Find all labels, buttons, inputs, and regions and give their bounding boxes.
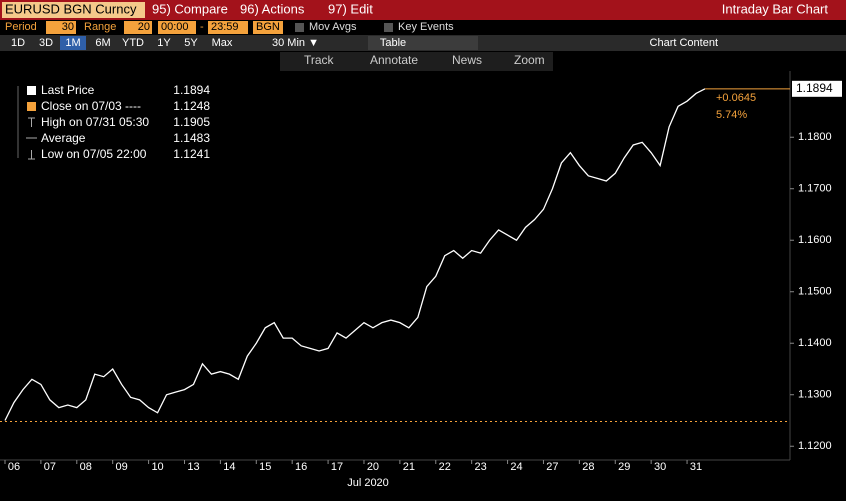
y-tick-label: 1.1400 — [798, 337, 832, 349]
edit[interactable]: 97) Edit — [328, 1, 373, 16]
legend-value: 1.1248 — [173, 99, 210, 113]
range-button[interactable]: YTD — [122, 37, 144, 49]
x-tick-label: 22 — [439, 461, 451, 473]
end[interactable]: 23:59 — [211, 21, 239, 33]
last-price-label: 1.1894 — [796, 81, 833, 95]
source[interactable]: BGN — [256, 21, 280, 33]
x-tick-label: 06 — [8, 461, 20, 473]
x-tick-label: 07 — [44, 461, 56, 473]
legend-label: Low on 07/05 22:00 — [41, 147, 147, 161]
x-tick-label: 14 — [223, 461, 235, 473]
x-tick-label: 08 — [80, 461, 92, 473]
legend-value: 1.1894 — [173, 83, 210, 97]
input[interactable] — [46, 21, 76, 34]
legend-value: 1.1483 — [173, 131, 210, 145]
last-price-box — [792, 80, 842, 97]
period[interactable]: 30 — [62, 21, 74, 33]
input[interactable] — [124, 21, 152, 34]
x-tick-label: 20 — [367, 461, 379, 473]
range-label: Range — [84, 21, 116, 33]
tool-button[interactable]: Annotate — [370, 53, 418, 67]
x-tick-label: 31 — [690, 461, 702, 473]
tool-button[interactable]: Track — [304, 53, 335, 67]
x-tick-label: 13 — [187, 461, 199, 473]
security-box[interactable] — [2, 2, 145, 18]
legend-icon — [28, 150, 35, 160]
security[interactable]: EURUSD BGN Curncy — [5, 1, 137, 16]
tool-bar — [280, 52, 553, 71]
x-tick-label: 21 — [403, 461, 415, 473]
legend-icon — [28, 117, 35, 127]
legend-label: Average — [41, 131, 86, 145]
price-line — [4, 88, 706, 421]
checkbox[interactable] — [295, 23, 304, 32]
legend-label: High on 07/31 05:30 — [41, 115, 149, 129]
y-tick-label: 1.1700 — [798, 183, 832, 195]
x-tick-label: 29 — [618, 461, 630, 473]
window-title: Intraday Bar Chart — [722, 1, 829, 16]
tool-button[interactable]: News — [452, 53, 482, 67]
x-tick-label: 16 — [295, 461, 307, 473]
x-tick-label: 09 — [116, 461, 128, 473]
input[interactable] — [158, 21, 196, 34]
table[interactable]: Table — [380, 37, 406, 49]
range-button[interactable]: Max — [212, 37, 233, 49]
y-tick-label: 1.1800 — [798, 131, 832, 143]
change: +0.0645 — [716, 92, 756, 104]
range-button[interactable]: 1Y — [157, 37, 171, 49]
legend-label: Close on 07/03 ---- — [41, 99, 141, 113]
y-tick-label: 1.1300 — [798, 389, 832, 401]
legend-value: 1.1241 — [173, 147, 210, 161]
legend-label: Last Price — [41, 83, 95, 97]
range-button[interactable]: 6M — [95, 37, 110, 49]
period-label: Period — [5, 21, 37, 33]
y-tick-label: 1.1200 — [798, 440, 832, 452]
title-bar — [0, 0, 846, 20]
mov-avgs[interactable]: Mov Avgs — [309, 21, 357, 33]
x-axis-label: Jul 2020 — [347, 477, 389, 489]
input[interactable] — [208, 21, 248, 34]
range[interactable]: 20 — [138, 21, 150, 33]
range-button[interactable]: 5Y — [184, 37, 198, 49]
table-button[interactable] — [368, 36, 478, 50]
change-pct: 5.74% — [716, 109, 747, 121]
range-button[interactable]: 1D — [11, 37, 25, 49]
start[interactable]: 00:00 — [161, 21, 189, 33]
dash: - — [200, 21, 204, 33]
x-tick-label: 27 — [546, 461, 558, 473]
legend-swatch — [27, 86, 36, 95]
interval[interactable]: 30 Min ▼ — [272, 37, 319, 49]
key-events[interactable]: Key Events — [398, 21, 454, 33]
y-tick-label: 1.1600 — [798, 234, 832, 246]
x-tick-label: 17 — [331, 461, 343, 473]
actions[interactable]: 96) Actions — [240, 1, 305, 16]
x-tick-label: 30 — [654, 461, 666, 473]
y-tick-label: 1.1500 — [798, 286, 832, 298]
range-button[interactable]: 1M — [65, 37, 80, 49]
legend-value: 1.1905 — [173, 115, 210, 129]
x-tick-label: 15 — [259, 461, 271, 473]
legend-swatch — [27, 102, 36, 111]
x-tick-label: 10 — [151, 461, 163, 473]
input[interactable] — [253, 21, 283, 34]
x-tick-label: 23 — [475, 461, 487, 473]
checkbox[interactable] — [384, 23, 393, 32]
range-button[interactable]: 3D — [39, 37, 53, 49]
x-tick-label: 28 — [582, 461, 594, 473]
compare[interactable]: 95) Compare — [152, 1, 228, 16]
chart-content[interactable]: Chart Content — [650, 37, 718, 49]
x-tick-label: 24 — [510, 461, 522, 473]
tool-button[interactable]: Zoom — [514, 53, 545, 67]
range-selected[interactable] — [60, 36, 86, 50]
